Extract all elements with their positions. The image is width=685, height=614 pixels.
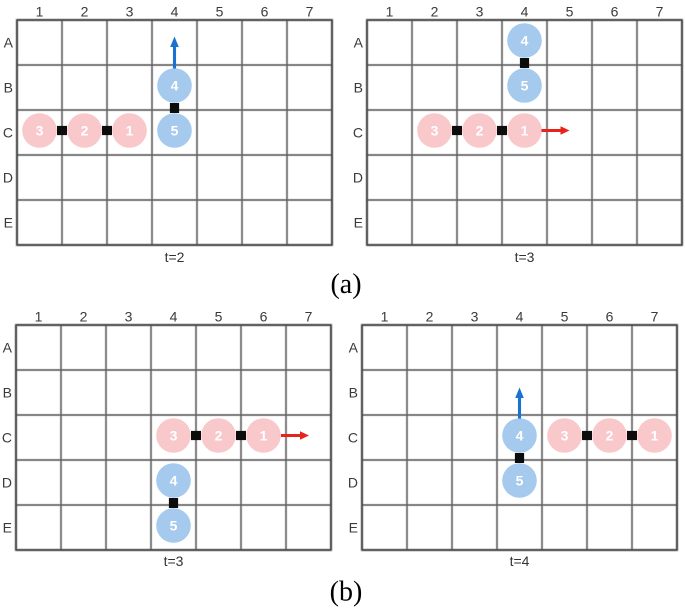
svg-text:5: 5 — [171, 123, 179, 139]
svg-text:B: B — [349, 385, 358, 401]
svg-text:4: 4 — [521, 4, 529, 20]
svg-text:4: 4 — [516, 428, 524, 444]
svg-text:2: 2 — [80, 309, 88, 325]
svg-text:3: 3 — [170, 428, 178, 444]
svg-text:4: 4 — [516, 309, 524, 325]
svg-text:2: 2 — [215, 428, 223, 444]
svg-text:D: D — [353, 170, 363, 186]
svg-text:A: A — [354, 35, 364, 51]
svg-text:1: 1 — [651, 428, 659, 444]
svg-text:3: 3 — [561, 428, 569, 444]
svg-text:2: 2 — [431, 4, 439, 20]
svg-text:7: 7 — [656, 4, 664, 20]
svg-text:5: 5 — [521, 78, 529, 94]
svg-text:3: 3 — [126, 4, 134, 20]
svg-text:4: 4 — [170, 309, 178, 325]
svg-text:C: C — [348, 430, 358, 446]
svg-text:E: E — [354, 215, 363, 231]
svg-text:C: C — [353, 125, 363, 141]
svg-text:B: B — [4, 80, 13, 96]
svg-text:(b): (b) — [330, 577, 363, 608]
svg-text:2: 2 — [606, 428, 614, 444]
svg-text:3: 3 — [471, 309, 479, 325]
svg-text:D: D — [2, 475, 12, 491]
svg-text:D: D — [3, 170, 13, 186]
svg-text:D: D — [348, 475, 358, 491]
svg-text:A: A — [3, 340, 13, 356]
svg-text:B: B — [3, 385, 12, 401]
svg-text:3: 3 — [36, 123, 44, 139]
svg-text:2: 2 — [81, 4, 89, 20]
svg-text:E: E — [4, 215, 13, 231]
svg-text:C: C — [2, 430, 12, 446]
svg-text:B: B — [354, 80, 363, 96]
svg-text:5: 5 — [170, 518, 178, 534]
svg-text:1: 1 — [381, 309, 389, 325]
svg-text:1: 1 — [126, 123, 134, 139]
svg-text:3: 3 — [125, 309, 133, 325]
svg-text:6: 6 — [606, 309, 614, 325]
svg-text:1: 1 — [260, 428, 268, 444]
svg-text:2: 2 — [426, 309, 434, 325]
svg-text:4: 4 — [171, 78, 179, 94]
svg-text:A: A — [4, 35, 14, 51]
svg-text:1: 1 — [35, 309, 43, 325]
svg-text:t=2: t=2 — [165, 249, 185, 265]
svg-text:5: 5 — [215, 309, 223, 325]
svg-text:6: 6 — [611, 4, 619, 20]
svg-text:5: 5 — [561, 309, 569, 325]
svg-text:7: 7 — [305, 309, 313, 325]
svg-text:7: 7 — [651, 309, 659, 325]
svg-text:3: 3 — [476, 4, 484, 20]
svg-text:1: 1 — [386, 4, 394, 20]
svg-text:4: 4 — [521, 33, 529, 49]
svg-text:5: 5 — [566, 4, 574, 20]
svg-text:7: 7 — [306, 4, 314, 20]
svg-text:4: 4 — [170, 473, 178, 489]
svg-text:6: 6 — [260, 309, 268, 325]
svg-text:1: 1 — [36, 4, 44, 20]
svg-text:E: E — [349, 520, 358, 536]
svg-text:5: 5 — [516, 473, 524, 489]
svg-text:3: 3 — [431, 123, 439, 139]
svg-text:A: A — [349, 340, 359, 356]
svg-text:t=4: t=4 — [510, 553, 530, 569]
svg-text:5: 5 — [216, 4, 224, 20]
svg-text:E: E — [3, 520, 12, 536]
svg-text:2: 2 — [81, 123, 89, 139]
svg-text:6: 6 — [261, 4, 269, 20]
svg-text:2: 2 — [476, 123, 484, 139]
svg-text:t=3: t=3 — [515, 249, 535, 265]
svg-text:C: C — [3, 125, 13, 141]
svg-text:4: 4 — [171, 4, 179, 20]
svg-text:(a): (a) — [330, 269, 361, 300]
svg-text:t=3: t=3 — [164, 553, 184, 569]
svg-text:1: 1 — [521, 123, 529, 139]
